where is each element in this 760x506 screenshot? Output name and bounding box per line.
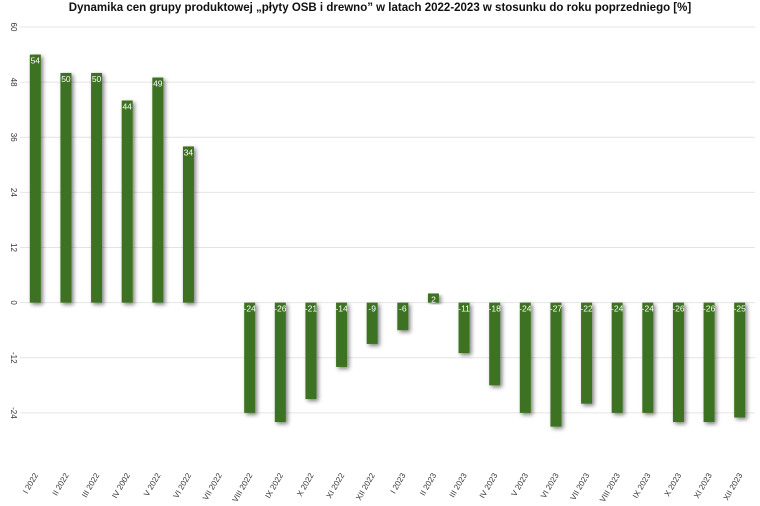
y-tick-label: 36 [9, 133, 18, 142]
y-tick-label: 60 [9, 23, 18, 32]
x-tick-label: IX 2023 [631, 471, 653, 500]
y-tick-label: 0 [9, 300, 18, 305]
data-label: -24 [519, 304, 532, 314]
grid-lines [20, 26, 755, 414]
data-label: 50 [92, 74, 102, 84]
x-tick-label: VII 2023 [569, 471, 592, 502]
bar [519, 302, 531, 413]
x-tick-label: V 2022 [142, 471, 163, 498]
bar [366, 302, 378, 344]
x-tick-label: VIII 2022 [231, 471, 255, 504]
x-tick-label: VI 2023 [539, 471, 561, 500]
bar [29, 54, 41, 303]
data-label: -18 [489, 304, 502, 314]
x-tick-label: VI 2022 [172, 471, 194, 500]
bar [182, 146, 194, 303]
x-tick-label: X 2022 [295, 471, 316, 498]
y-tick-label: -12 [9, 352, 18, 364]
x-tick-label: III 2023 [448, 471, 469, 499]
data-label: -14 [335, 304, 348, 314]
data-label: 34 [184, 147, 194, 157]
bar [60, 72, 72, 303]
x-tick-label: I 2022 [21, 471, 40, 495]
data-label: -22 [580, 304, 593, 314]
x-tick-label: III 2022 [80, 471, 101, 499]
bar [489, 302, 501, 386]
data-label: -27 [550, 304, 563, 314]
data-label: 44 [122, 102, 132, 112]
bar [397, 302, 409, 331]
bar [152, 77, 164, 303]
x-tick-label: I 2023 [389, 471, 408, 495]
x-tick-label: IX 2022 [263, 471, 285, 500]
y-tick-label: 48 [9, 78, 18, 87]
data-label: 50 [61, 74, 71, 84]
chart-title: Dynamika cen grupy produktowej „płyty OS… [68, 2, 692, 14]
data-label: -9 [368, 304, 376, 314]
bar [91, 72, 103, 303]
data-label: -26 [703, 304, 716, 314]
x-tick-label: XI 2023 [692, 471, 714, 500]
x-tick-label: VIII 2023 [598, 471, 622, 504]
data-labels: 54 50 50 44 49 34 -24 -26 -21 -14 -9 -6 2 -11 -18 -24 -2… [31, 56, 747, 314]
data-label: -25 [734, 304, 747, 314]
y-axis-ticks: -24 -12 0 12 24 36 48 60 [9, 23, 18, 420]
data-label: -24 [642, 304, 655, 314]
bar [611, 302, 623, 413]
y-tick-label: 24 [9, 188, 18, 197]
x-tick-label: X 2023 [663, 471, 684, 498]
x-tick-label: II 2023 [418, 471, 438, 497]
bar [672, 302, 684, 423]
x-tick-label: XI 2022 [325, 471, 347, 500]
data-label: 54 [31, 56, 41, 66]
bars [29, 54, 746, 427]
x-tick-label: XII 2022 [354, 471, 377, 502]
bar [244, 302, 256, 413]
bar [642, 302, 654, 413]
x-tick-label: IV 2023 [478, 471, 500, 500]
data-label: 49 [153, 79, 163, 89]
x-tick-label: II 2022 [51, 471, 71, 497]
data-label: -11 [458, 304, 470, 314]
x-tick-label: XII 2023 [722, 471, 745, 502]
data-label: -26 [274, 304, 287, 314]
bar [734, 302, 746, 418]
data-label: -24 [611, 304, 624, 314]
x-tick-label: VII 2022 [201, 471, 224, 502]
data-label: -21 [305, 304, 318, 314]
data-label: -6 [399, 304, 407, 314]
data-label: -24 [244, 304, 257, 314]
x-tick-label: IV 2002 [110, 471, 132, 500]
y-tick-label: 12 [9, 243, 18, 252]
bar [336, 302, 348, 367]
y-tick-label: -24 [9, 407, 18, 419]
data-label: -26 [672, 304, 685, 314]
bar [305, 302, 317, 400]
data-label: 2 [431, 294, 436, 304]
bar [550, 302, 562, 427]
x-axis-ticks: I 2022 II 2022 III 2022 IV 2002 V 2022 VI 202… [21, 471, 745, 504]
bar [458, 302, 470, 354]
bar [581, 302, 593, 404]
bar [121, 100, 133, 303]
bar [274, 302, 286, 423]
bar [703, 302, 715, 423]
x-tick-label: V 2023 [510, 471, 531, 498]
bar [427, 293, 439, 303]
